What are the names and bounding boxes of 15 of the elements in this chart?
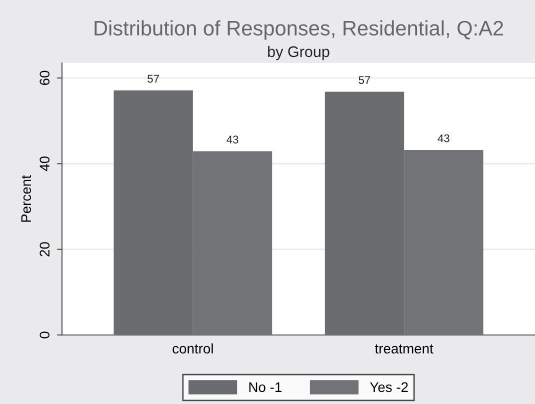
- legend-label: Yes -2: [370, 382, 408, 392]
- y-axis-title: Percent: [21, 175, 32, 222]
- data-label: 43: [226, 136, 238, 144]
- y-tick-label: 20: [40, 242, 50, 256]
- data-label: 57: [148, 74, 159, 83]
- data-label: 57: [358, 76, 370, 84]
- chart-subtitle: by Group: [268, 46, 330, 60]
- y-tick-label: 60: [40, 70, 50, 86]
- y-tick-label: 40: [40, 156, 50, 172]
- data-label: 43: [438, 134, 450, 142]
- legend-label: No -1: [249, 382, 282, 392]
- chart-title: Distribution of Responses, Residential, Q:A2: [94, 20, 504, 40]
- y-tick-label: 0: [40, 332, 50, 338]
- x-tick-label: control: [172, 343, 213, 354]
- x-tick-label: treatment: [374, 344, 434, 354]
